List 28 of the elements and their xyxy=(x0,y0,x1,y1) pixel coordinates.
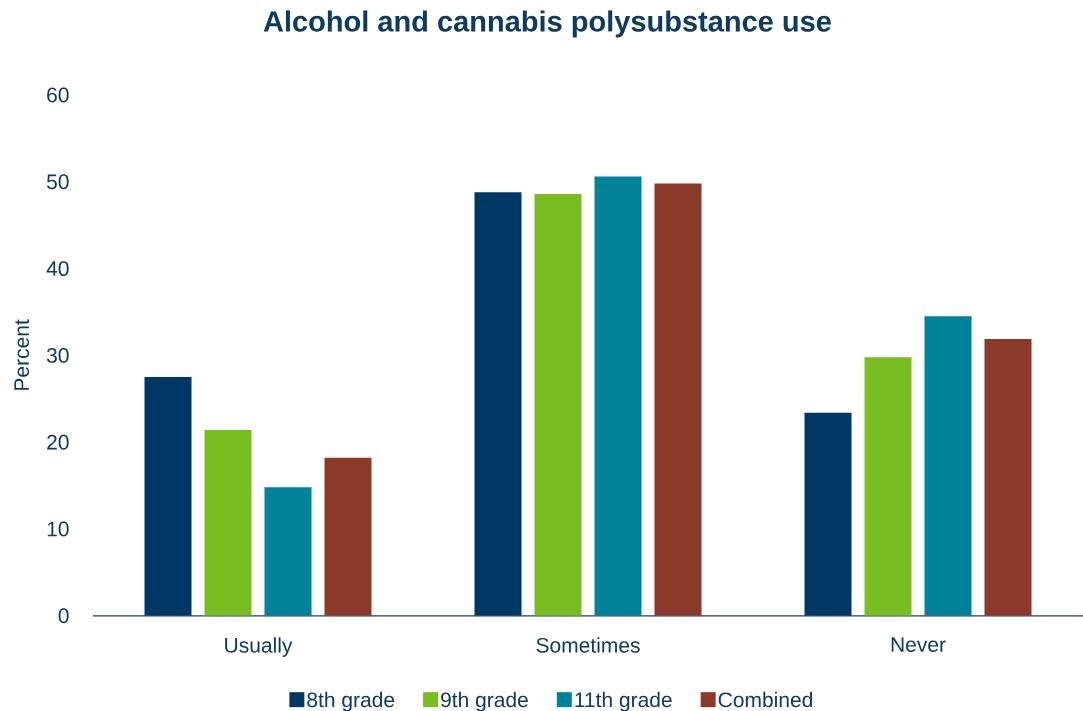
legend-label: 9th grade xyxy=(441,691,528,711)
legend-label: 11th grade xyxy=(575,691,672,711)
bar xyxy=(474,192,522,616)
legend-label: 8th grade xyxy=(307,691,395,711)
y-tick-label: 40 xyxy=(46,261,69,277)
y-tick-label: 10 xyxy=(47,521,69,537)
y-tick-label: 0 xyxy=(58,608,69,624)
x-tick-label: Never xyxy=(891,637,946,652)
y-tick-label: 50 xyxy=(46,174,69,190)
x-tick-label: Usually xyxy=(225,637,293,657)
legend-label: Combined xyxy=(718,691,812,708)
y-tick-label: 20 xyxy=(47,434,69,450)
chart-title: Alcohol and cannabis polysubstance use xyxy=(263,10,831,38)
y-axis-title: Percent xyxy=(14,319,30,390)
y-tick-label: 60 xyxy=(47,87,69,103)
bar xyxy=(804,412,852,616)
bar xyxy=(594,176,642,616)
bar xyxy=(324,457,372,616)
bar xyxy=(204,430,252,616)
bar xyxy=(534,193,582,616)
bar xyxy=(984,338,1032,616)
bar xyxy=(864,357,912,616)
x-tick-label: Sometimes xyxy=(536,637,640,653)
y-tick-label: 30 xyxy=(46,347,69,363)
bar xyxy=(654,183,702,616)
bar xyxy=(144,377,192,616)
bar xyxy=(924,316,972,616)
bar xyxy=(264,487,312,616)
